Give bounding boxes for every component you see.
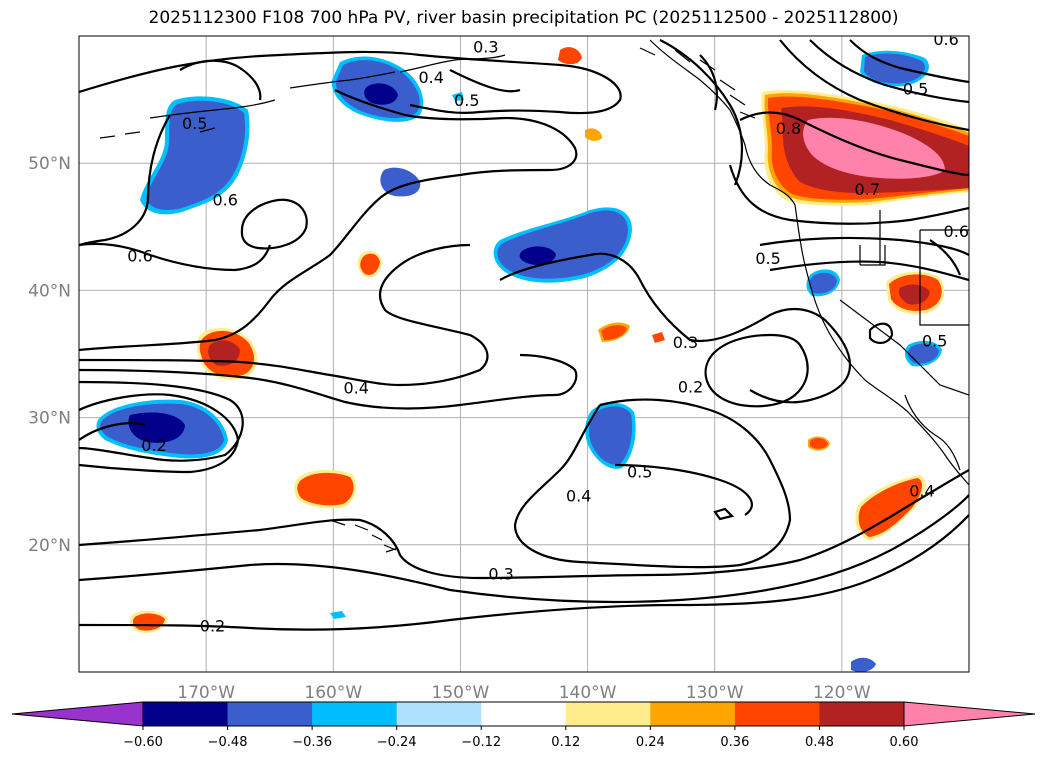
contour-label: 0.4 [566,487,591,506]
lon-label: 130°W [686,683,744,703]
colorbar-bin [565,702,651,726]
contour-label: 0.6 [127,246,152,265]
colorbar: −0.60 −0.48 −0.36 −0.24 −0.12 0.12 0.24 0.36 0.4… [11,701,1036,750]
contour-label: 0.5 [627,463,652,482]
colorbar-tick-label: −0.12 [461,735,501,750]
contour-label: 0.6 [944,222,969,241]
pv-contours [79,39,969,631]
colorbar-tick-label: −0.48 [208,735,248,750]
coastlines [99,39,969,553]
contour-label: 0.6 [933,30,958,49]
colorbar-tick-label: −0.60 [123,735,163,750]
colorbar-bin [481,702,567,726]
colorbar-bin [312,702,398,726]
colorbar-bin [396,702,482,726]
colorbar-bin [734,702,820,726]
lat-label: 20°N [28,536,71,556]
contour-label: 0.8 [776,119,801,138]
longitude-labels: 170°W 160°W 150°W 140°W 130°W 120°W [177,683,871,703]
contour-label: 0.2 [141,436,166,455]
contour-label: 0.3 [488,564,513,583]
contour-label: 0.3 [473,38,498,57]
colorbar-tick-label: 0.48 [805,735,834,750]
lon-label: 150°W [432,683,490,703]
contour-label: 0.2 [678,377,703,396]
contour-label: 0.5 [182,114,207,133]
map-title: 2025112300 F108 700 hPa PV, river basin … [148,8,899,28]
contour-label: 0.7 [855,180,880,199]
lat-label: 50°N [28,154,71,174]
lon-label: 120°W [813,683,871,703]
colorbar-bin [650,702,736,726]
contour-label: 0.5 [755,249,780,268]
lat-label: 30°N [28,409,71,429]
lon-label: 140°W [559,683,617,703]
map-frame [78,35,970,673]
contour-label: 0.4 [418,68,443,87]
contour-label: 0.3 [673,333,698,352]
neg-area-small-north [380,167,421,197]
contour-label: 0.4 [909,482,934,501]
lon-label: 160°W [304,683,362,703]
contour-label: 0.4 [343,379,368,398]
colorbar-extend-right [903,701,1036,727]
colorbar-tick-label: 0.60 [890,735,919,750]
colorbar-tick-label: −0.36 [292,735,332,750]
colorbar-extend-left [11,701,144,727]
contour-labels: 0.3 0.4 0.5 0.5 0.6 0.6 0.4 0.2 0.3 0.2 0.4 0.5 0.3 0… [127,30,969,635]
contour-label: 0.6 [212,190,237,209]
colorbar-frame [142,701,905,727]
lon-label: 170°W [177,683,235,703]
negative-precip-areas [96,50,942,672]
colorbar-tick-label: 0.12 [551,735,580,750]
contour-label: 0.5 [922,332,947,351]
colorbar-bin [819,702,905,726]
contour-label: 0.5 [454,91,479,110]
contour-label: 0.2 [200,616,225,635]
colorbar-tick-label: −0.24 [377,735,417,750]
latitude-labels: 50°N 40°N 30°N 20°N [28,154,71,556]
lat-label: 40°N [28,281,71,301]
colorbar-bin [143,702,229,726]
contour-label: 0.5 [903,80,928,99]
colorbar-bin [227,702,313,726]
colorbar-tick-label: 0.24 [636,735,665,750]
colorbar-tick-label: 0.36 [720,735,749,750]
